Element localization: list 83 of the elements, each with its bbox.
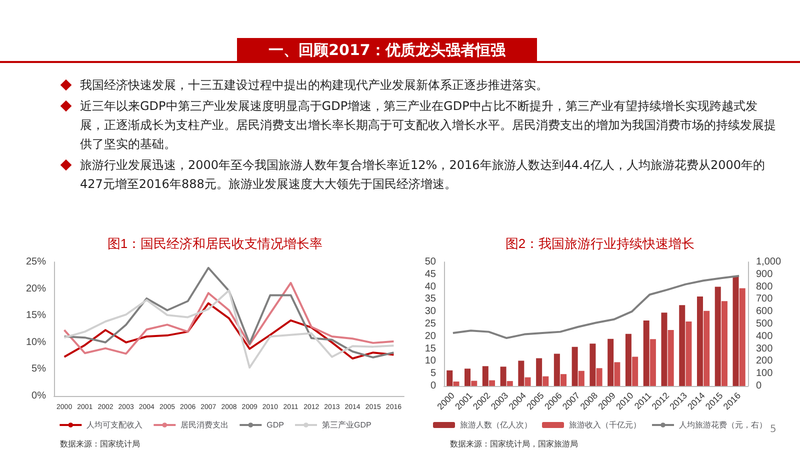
y2-tick-label: 1,000	[756, 256, 782, 268]
bar	[464, 368, 471, 386]
line-series	[63, 266, 395, 358]
bar	[560, 374, 567, 386]
y-tick-label: 0%	[32, 390, 46, 402]
y-tick-label: 0	[430, 380, 436, 392]
bar	[650, 339, 656, 386]
bar	[524, 377, 531, 386]
y-tick-label: 20	[424, 330, 436, 342]
bar	[696, 296, 703, 386]
text: 一、回顾2017：优质龙头强者恒强	[237, 38, 537, 62]
line-series	[63, 289, 395, 369]
bar	[721, 301, 728, 386]
line-series	[63, 282, 395, 355]
y2-tick-label: 400	[756, 330, 774, 342]
y-tick-label: 35	[424, 294, 436, 305]
y2-tick-label: 900	[756, 268, 774, 280]
source-note: 数据来源：国家统计局	[60, 440, 140, 448]
y2-tick-label: 700	[756, 294, 774, 305]
y-tick-label: 10	[424, 356, 436, 367]
line-series	[63, 302, 395, 360]
bar	[518, 360, 524, 386]
bar	[578, 370, 584, 386]
y-tick-label: 10%	[26, 336, 46, 348]
bar	[536, 358, 542, 386]
bar	[614, 362, 620, 386]
chart-title: 图1：国民经济和居民收支情况增长率	[107, 236, 323, 251]
bar	[704, 310, 710, 386]
bar	[679, 305, 686, 386]
y-tick-label: 15	[424, 343, 436, 354]
y-tick-label: 5	[430, 368, 436, 380]
bar	[572, 346, 578, 386]
y-tick-label: 20%	[26, 283, 46, 294]
bar	[446, 370, 453, 386]
bar	[608, 338, 614, 386]
bar	[482, 366, 488, 386]
bar	[542, 376, 549, 386]
bar	[471, 380, 478, 386]
y2-tick-label: 100	[756, 368, 774, 380]
bar	[596, 368, 602, 386]
source-note: 数据来源：国家统计局，国家旅游局	[450, 440, 578, 448]
y-tick-label: 5%	[32, 364, 46, 375]
y2-tick-label: 200	[756, 356, 774, 367]
y-tick-label: 50	[424, 256, 436, 268]
y2-tick-label: 600	[756, 306, 774, 318]
y-tick-label: 25	[424, 318, 436, 330]
bar	[489, 380, 496, 386]
y-tick-label: 40	[424, 281, 436, 292]
bar	[661, 312, 668, 386]
bar	[500, 366, 506, 386]
y-tick-label: 25%	[26, 256, 46, 268]
y2-tick-label: 300	[756, 343, 774, 354]
bar	[714, 286, 721, 386]
y-tick-label: 15%	[26, 310, 46, 322]
line-series	[452, 274, 740, 340]
bar	[625, 334, 632, 386]
text: 我国经济快速发展，十三五建设过程中提出的构建现代产业发展新体系正逐步推进落实。	[79, 77, 549, 94]
legend-label: 第三产业GDP	[322, 420, 372, 430]
y2-tick-label: 500	[756, 318, 774, 330]
bar	[453, 382, 460, 386]
bar	[554, 354, 560, 386]
chart-title: 图2：我国旅游行业持续快速增长	[505, 236, 695, 251]
legend-label: GDP	[266, 420, 284, 430]
text: 近三年以来GDP中第三产业发展速度明显高于GDP增速，第三产业在GDP中占比不断提升，第三产业有望持续增长实现跨越式发展，正逐渐成长为支柱产业。居民消费支出增长率长期高于可支配收入增长水平。居民消费支出的增加为我国消费市场的持续发展提供了坚实的基础。	[79, 98, 777, 153]
bar	[590, 344, 596, 386]
bar	[632, 356, 638, 386]
legend-label: 人均旅游花费（元，右）	[679, 420, 767, 430]
legend-label: 居民消费支出	[180, 420, 229, 430]
bar	[686, 322, 692, 386]
bar	[732, 276, 739, 386]
text: 5	[770, 424, 776, 435]
y-tick-label: 45	[424, 268, 436, 280]
y-tick-label: 30	[424, 306, 436, 318]
legend-label: 人均可支配收入	[86, 420, 143, 430]
legend-label: 旅游人数（亿人次）	[460, 420, 532, 430]
y2-tick-label: 800	[756, 281, 774, 292]
y2-tick-label: 0	[756, 380, 762, 392]
bar	[643, 320, 650, 386]
bar	[668, 330, 674, 386]
text: 旅游行业发展迅速，2000年至今我国旅游人数年复合增长率近12%，2016年旅游人数达到44.4亿人，人均旅游花费从2000年的427元增至2016年888元。旅游业发展速度大大领先于国民经济增速。	[79, 157, 766, 193]
bar	[739, 288, 746, 386]
legend-label: 旅游收入（千亿元）	[569, 420, 641, 430]
bar	[506, 381, 513, 386]
